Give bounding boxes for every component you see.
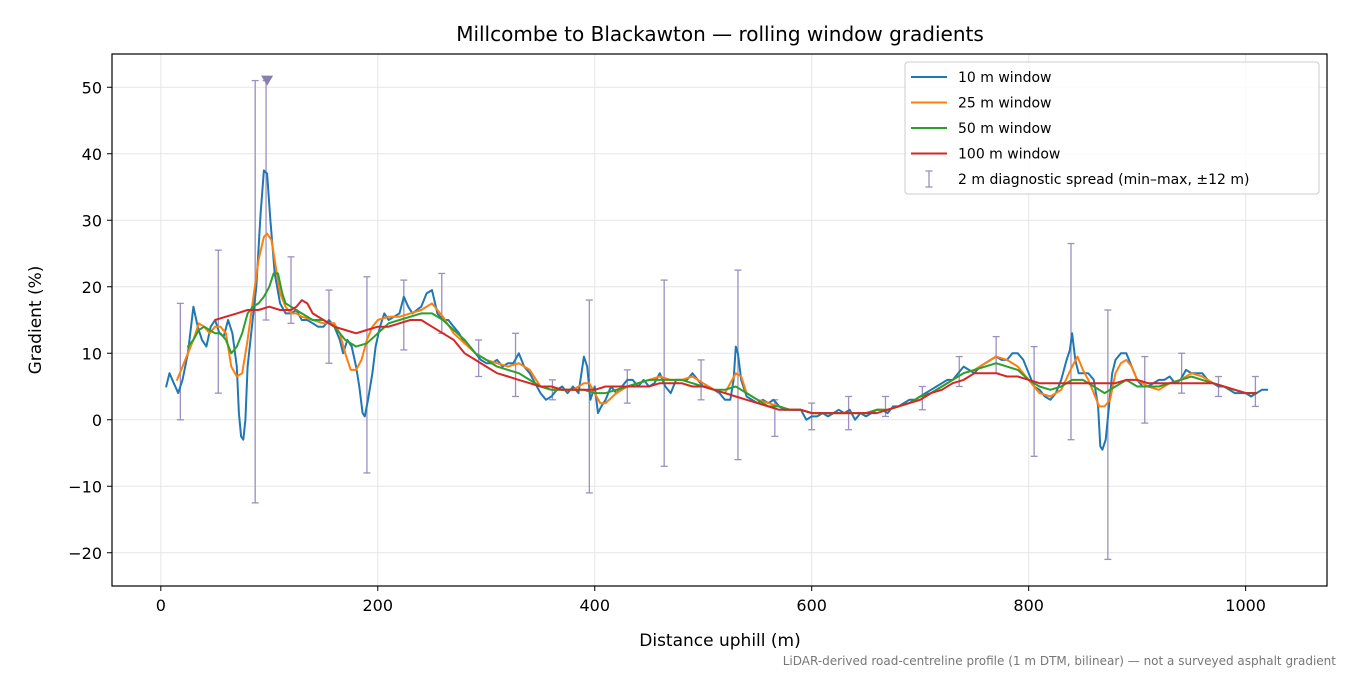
y-tick-label: 50 [82,78,102,97]
footnote: LiDAR-derived road-centreline profile (1… [783,654,1337,668]
y-tick-label: 20 [82,278,102,297]
x-tick-label: 0 [156,596,166,615]
y-tick-label: −20 [68,544,102,563]
y-tick-label: −10 [68,477,102,496]
series-layer [165,169,1269,451]
legend-label: 10 m window [958,70,1051,86]
y-tick-label: 10 [82,344,102,363]
legend-label: 2 m diagnostic spread (min–max, ±12 m) [958,172,1249,188]
clipped-value-marker-icon [261,75,274,86]
x-tick-label: 1000 [1225,596,1266,615]
legend-label: 25 m window [958,96,1051,112]
x-tick-label: 800 [1013,596,1044,615]
plot-frame [111,53,1328,587]
x-axis-label: Distance uphill (m) [639,631,800,651]
legend: 10 m window 25 m window 50 m window 100 m w… [904,61,1320,195]
series-line-10-m-window [165,169,1269,451]
y-tick-label: 30 [82,211,102,230]
legend-label: 50 m window [958,121,1051,137]
legend-box [904,61,1320,195]
series-line-50-m-window [186,272,1258,415]
x-tick-label: 400 [579,596,610,615]
y-tick-label: 40 [82,145,102,164]
x-tick-label: 200 [363,596,394,615]
x-tick-label: 600 [796,596,827,615]
y-tick-label: 0 [92,411,102,430]
chart-title: Millcombe to Blackawton — rolling window… [456,22,984,46]
y-axis-label: Gradient (%) [26,266,46,375]
axis-layer: 0 200 400 600 800 1000 −20 −10 0 10 20 30 40 50 [68,78,1266,615]
series-line-100-m-window [214,299,1258,415]
legend-label: 100 m window [958,147,1060,163]
